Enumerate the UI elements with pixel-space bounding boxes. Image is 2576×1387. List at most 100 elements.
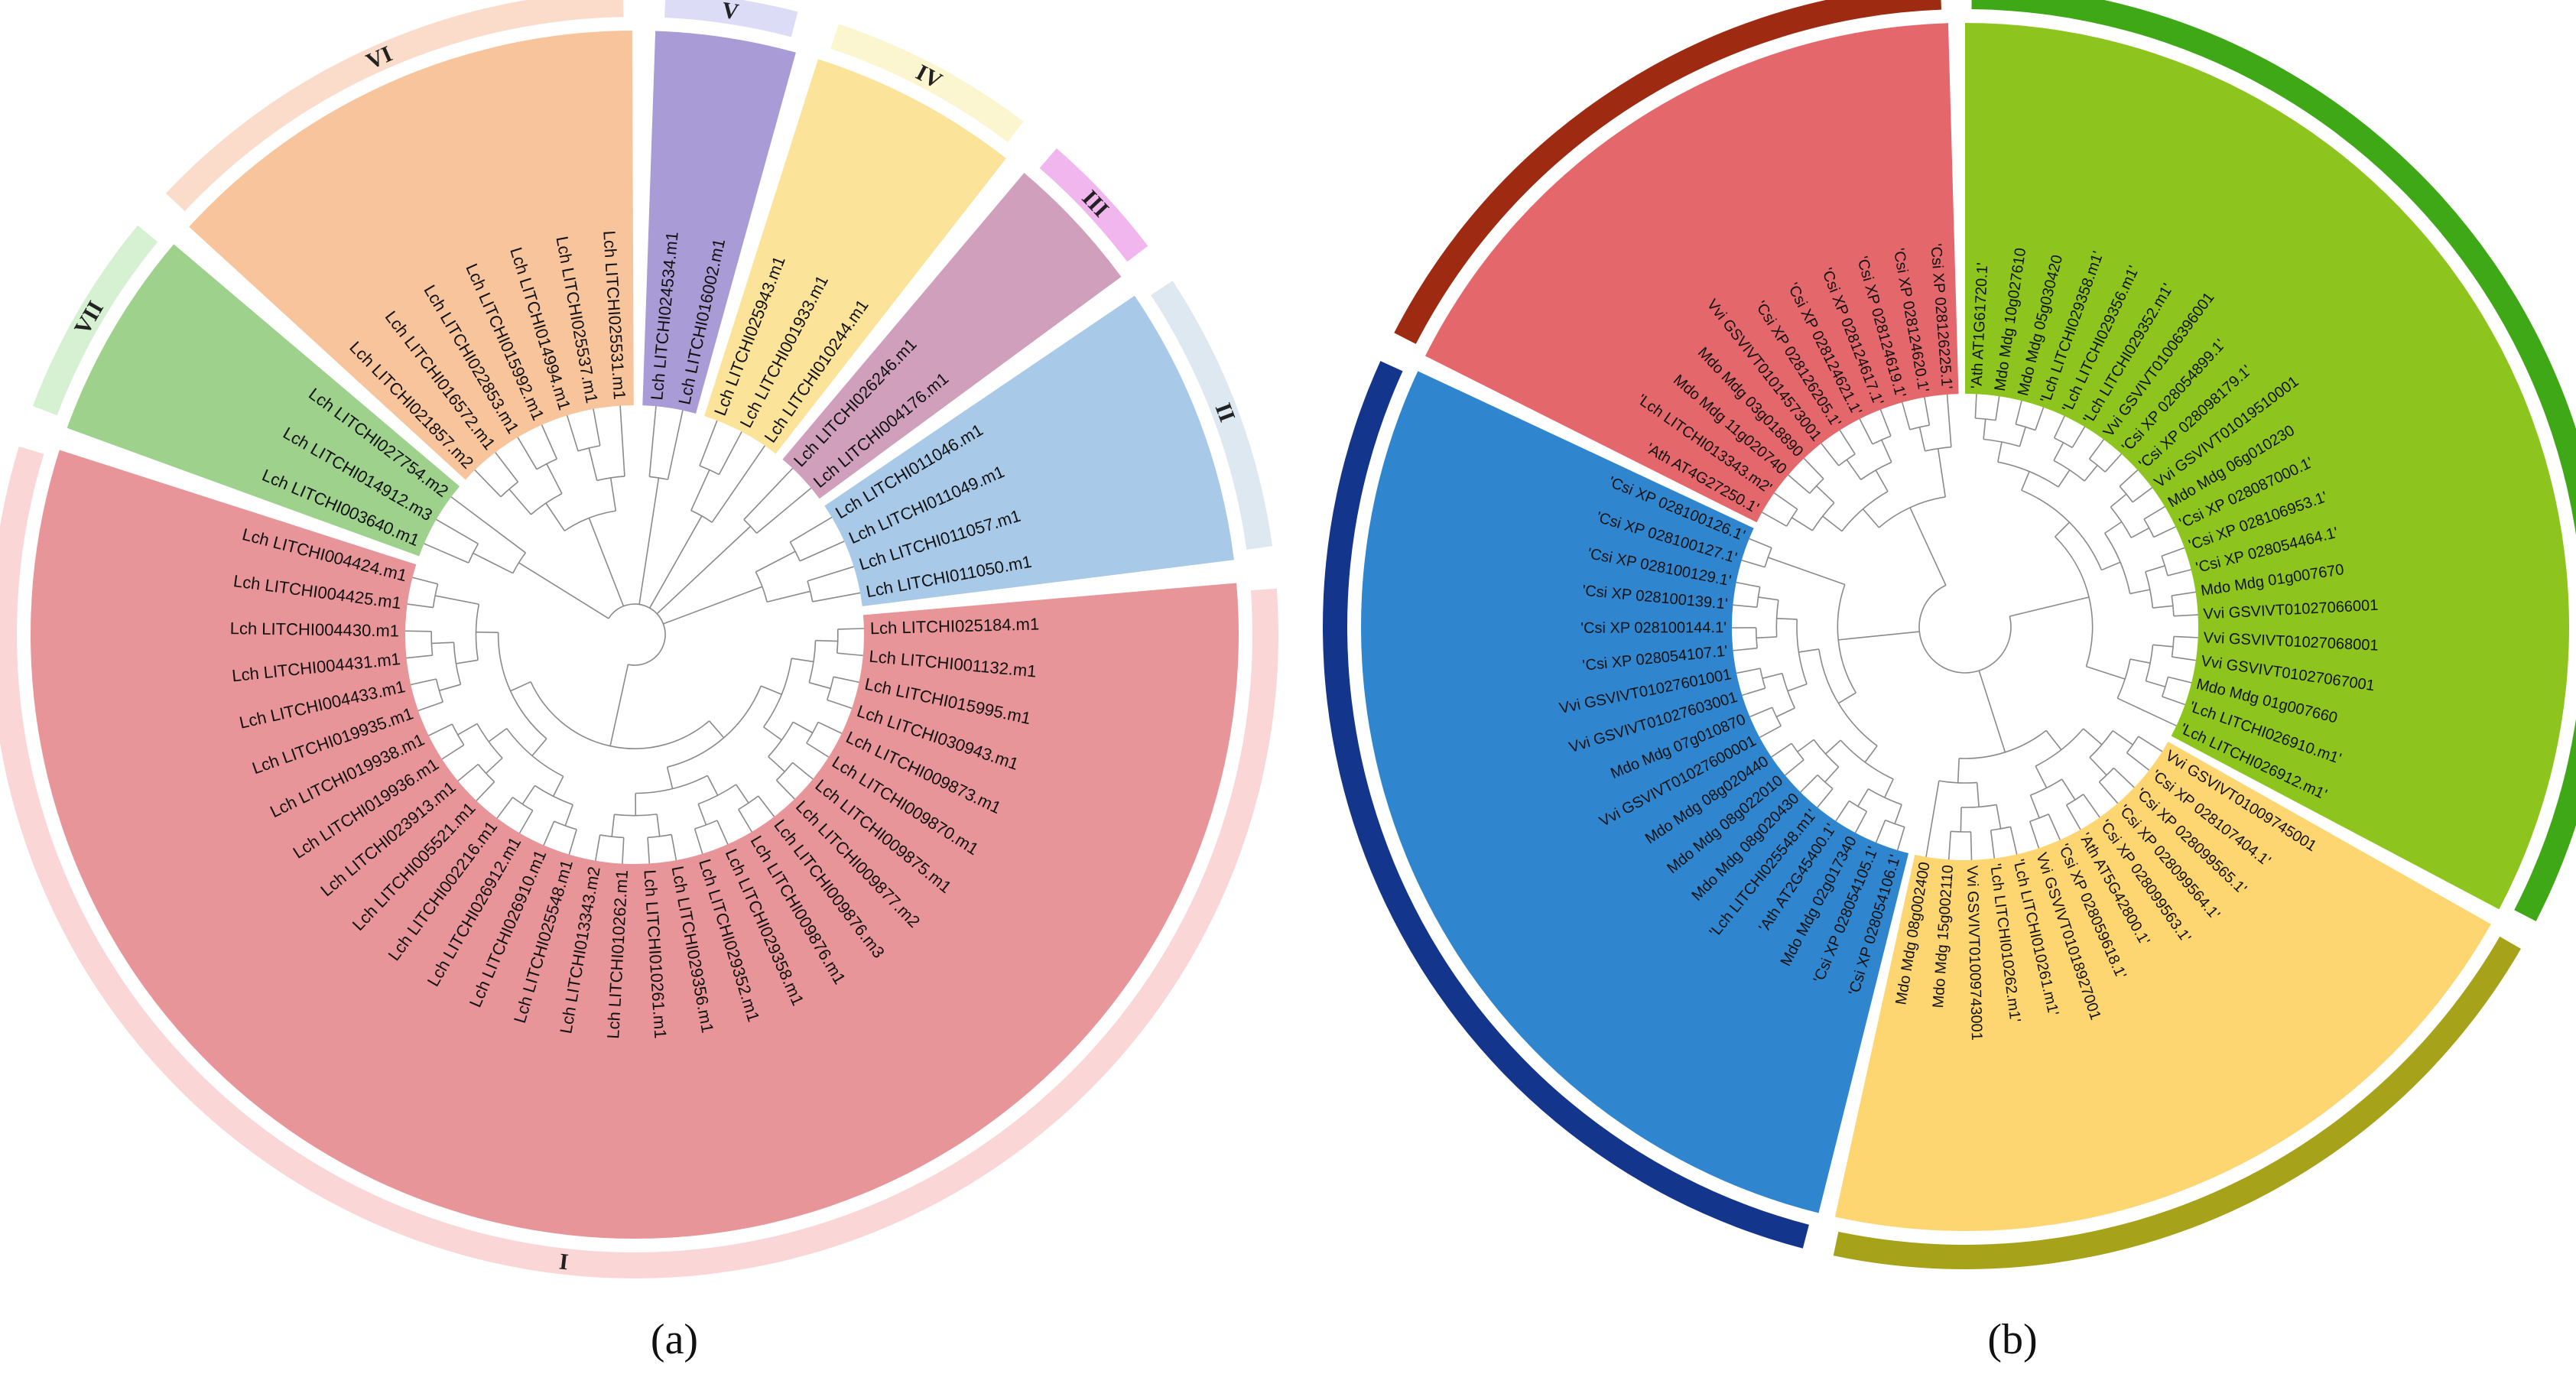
a-clade-i-branch — [827, 699, 849, 708]
a-clade-i-branch — [521, 784, 536, 805]
a-leaf-tip — [495, 452, 499, 456]
a-clade-vi-branch — [497, 455, 519, 482]
b-clade-yellow-branch — [2098, 781, 2116, 801]
a-clade-i-branch — [410, 655, 433, 658]
b-leaf-tip — [2131, 784, 2135, 788]
b-clade-yellow-sector — [1834, 742, 2491, 1231]
a-clade-vi-branch — [476, 472, 502, 498]
b-clade-green-branch — [2055, 521, 2071, 538]
b-leaf-tip — [2146, 767, 2150, 771]
a-clade-i-branch — [611, 814, 616, 837]
b-clade-blue-branch — [1762, 672, 1783, 679]
b-clade-green-branch — [2152, 605, 2174, 609]
b-clade-green-branch — [2152, 644, 2174, 648]
b-clade-blue-branch — [1802, 775, 1818, 791]
b-clade-blue-branch — [1837, 801, 1850, 819]
b-backbone-branch — [2009, 596, 2090, 617]
a-clade-vi-node-arc — [596, 476, 625, 482]
b-leaf-tip — [2191, 659, 2196, 661]
a-clade-iii-branch — [743, 470, 791, 521]
a-clade-ii-branch — [789, 518, 829, 543]
a-clade-vi-branch — [518, 440, 538, 470]
b-clade-blue-branch — [1797, 739, 1814, 752]
a-clade-i-branch — [486, 757, 503, 774]
a-clade-i-branch — [806, 742, 826, 756]
a-clade-i-branch — [707, 775, 719, 796]
a-leaf-tip — [840, 541, 845, 544]
a-clade-i-branch — [671, 834, 677, 857]
a-leaf-tip — [681, 410, 684, 414]
a-leaf-tip — [700, 849, 703, 854]
b-clade-red-branch — [1918, 427, 1926, 452]
a-clade-v-branch — [648, 410, 657, 477]
a-clade-i-branch — [411, 603, 434, 609]
a-leaf-tip — [771, 813, 775, 817]
b-leaf-tip — [1925, 853, 1928, 857]
b-leaf-tip — [2134, 469, 2139, 473]
b-clade-blue-branch — [1753, 706, 1773, 716]
b-leaf-tip — [1879, 409, 1883, 414]
b-leaf-tip — [1749, 538, 1753, 541]
b-clade-blue-branch — [1798, 648, 1819, 653]
a-clade-iv-ring — [830, 24, 1024, 143]
a-clade-i-branch — [736, 784, 749, 804]
b-clade-green-node-arc — [2110, 506, 2132, 538]
b-clade-green-branch — [2174, 635, 2194, 638]
b-leaf-tip — [2172, 723, 2177, 726]
a-clade-i-branch — [694, 828, 703, 851]
b-leaf-tip — [1733, 649, 1737, 651]
b-leaf-tip — [1859, 418, 1863, 423]
b-clade-green-branch — [2167, 570, 2188, 577]
a-clade-vi-branch — [609, 477, 617, 512]
a-clade-ii-node-arc — [807, 580, 814, 603]
b-backbone-branch — [1909, 507, 1947, 586]
b-clade-red-node-arc — [1838, 453, 1856, 466]
a-backbone — [518, 477, 763, 746]
a-clade-i-node-arc — [738, 795, 759, 810]
b-clade-blue-node-arc — [1764, 547, 1772, 567]
b-clade-green-branch — [2168, 676, 2188, 683]
b-clade-green-branch — [2132, 489, 2150, 503]
a-leaf-tip — [436, 518, 440, 522]
b-clade-blue-branch — [1837, 692, 1856, 704]
b-leaf-tip — [2161, 505, 2165, 509]
b-root-arc — [1918, 584, 2012, 674]
a-clade-vi-branch — [545, 502, 566, 531]
a-clade-iii-branch — [756, 489, 809, 534]
a-leaf-tip — [855, 681, 859, 684]
b-clade-green-branch — [2021, 471, 2030, 491]
a-clade-vii-sector — [67, 244, 460, 557]
b-clade-blue-branch — [1756, 636, 1777, 639]
a-clade-iii-ring — [1039, 148, 1148, 262]
b-clade-green-branch — [2162, 696, 2182, 704]
b-clade-green-branch — [2104, 521, 2123, 534]
a-clade-ii-ring — [1151, 281, 1272, 550]
b-leaf-tip — [2188, 681, 2192, 684]
b-clade-yellow-node-arc — [1951, 830, 1971, 833]
a-leaf-tip — [739, 431, 742, 436]
b-clade-blue-node-arc — [1837, 584, 1856, 694]
b-clade-red-branch — [1937, 448, 1947, 498]
b-clade-green-branch — [2058, 469, 2071, 488]
b-clade-red-branch — [1862, 508, 1880, 528]
a-clade-i-branch — [775, 779, 793, 797]
b-leaf-tip — [1771, 754, 1775, 758]
b-clade-green-branch — [2035, 411, 2043, 430]
a-root-arc — [608, 603, 666, 666]
b-clade-red-ring — [1394, 0, 1941, 344]
a-backbone-branch — [518, 562, 609, 619]
a-clade-i-branch — [457, 723, 478, 736]
b-leaf-tip — [1854, 829, 1858, 833]
b-clade-yellow-branch — [1976, 782, 1980, 807]
panel-b-label: (b) — [1987, 1316, 2037, 1363]
b-clade-blue-sector — [1361, 371, 1909, 1213]
a-clade-i-branch — [439, 684, 461, 691]
b-clade-green-branch — [2143, 508, 2162, 520]
b-clade-green-branch — [2053, 419, 2064, 439]
a-clade-vi-branch — [593, 412, 601, 446]
